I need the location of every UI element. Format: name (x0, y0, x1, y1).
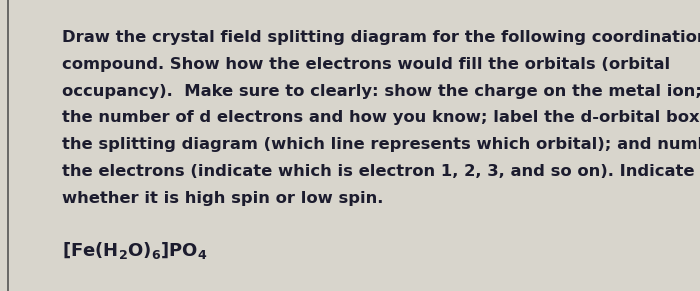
Text: the number of d electrons and how you know; label the d-orbital boxes in: the number of d electrons and how you kn… (62, 110, 700, 125)
Text: the electrons (indicate which is electron 1, 2, 3, and so on). Indicate: the electrons (indicate which is electro… (62, 164, 694, 179)
Text: the splitting diagram (which line represents which orbital); and number: the splitting diagram (which line repres… (62, 137, 700, 152)
Text: occupancy).  Make sure to clearly: show the charge on the metal ion; show: occupancy). Make sure to clearly: show t… (62, 84, 700, 99)
Text: compound. Show how the electrons would fill the orbitals (orbital: compound. Show how the electrons would f… (62, 57, 670, 72)
Text: Draw the crystal field splitting diagram for the following coordination: Draw the crystal field splitting diagram… (62, 30, 700, 45)
Text: whether it is high spin or low spin.: whether it is high spin or low spin. (62, 191, 384, 206)
Text: $\mathbf{[Fe(H_2O)_6]PO_4}$: $\mathbf{[Fe(H_2O)_6]PO_4}$ (62, 239, 207, 261)
